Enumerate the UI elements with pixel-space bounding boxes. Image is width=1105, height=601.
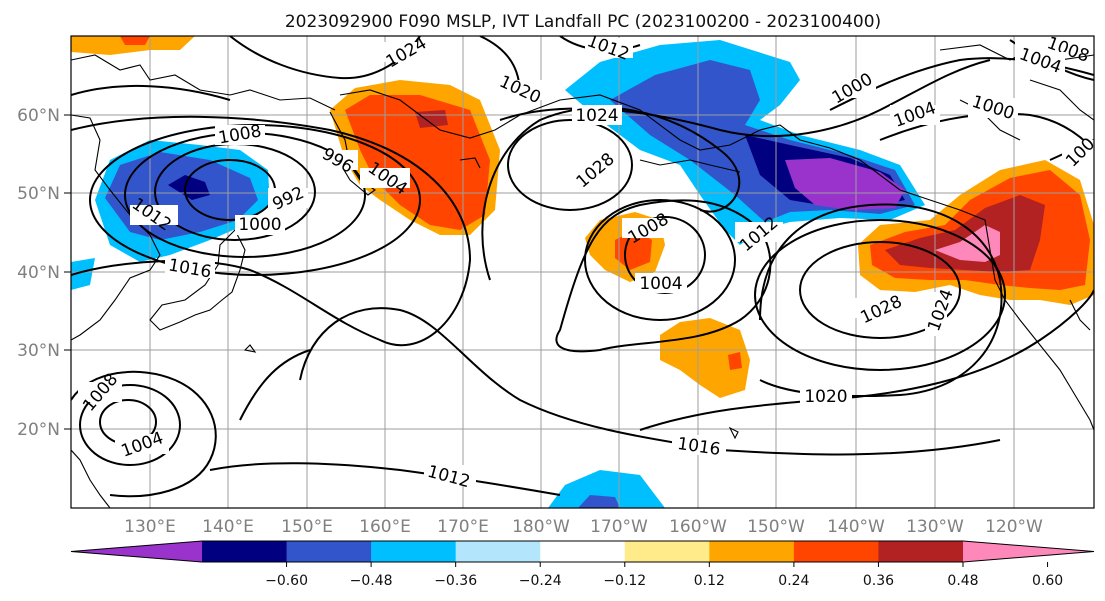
colorbar-tick-label: −0.60 <box>265 573 308 589</box>
pos-anomaly-westcoast-dark <box>885 195 1045 272</box>
contour-label: 1004 <box>635 273 687 294</box>
colorbar-tick-label: 0.12 <box>694 573 725 589</box>
colorbar-tick-label: −0.12 <box>603 573 646 589</box>
lon-label: 160°W <box>669 517 727 537</box>
map-title: 2023092900 F090 MSLP, IVT Landfall PC (2… <box>285 12 881 32</box>
colorbar-segment <box>371 541 457 562</box>
neg-anomaly-south-core <box>578 495 620 508</box>
colorbar-tick-label: −0.48 <box>350 573 393 589</box>
colorbar-tick-label: 0.36 <box>863 573 894 589</box>
map-panel: 1024 1012 1008 1004 1020 1024 1000 1000 … <box>71 36 1094 508</box>
colorbar-extend-high <box>963 541 1094 562</box>
pos-anomaly-bering-core <box>345 95 490 230</box>
lat-axis: 60°N 50°N 40°N 30°N 20°N <box>17 106 71 440</box>
colorbar-segment <box>455 541 541 562</box>
colorbar-tick-label: 0.48 <box>947 573 978 589</box>
colorbar-tick-label: −0.36 <box>434 573 477 589</box>
lat-label-20n: 20°N <box>17 420 60 440</box>
lat-label-60n: 60°N <box>17 106 60 126</box>
lon-label: 130°E <box>124 517 176 537</box>
contour-label: 992 <box>268 183 308 215</box>
colorbar-extend-low <box>71 541 202 562</box>
lon-label: 170°W <box>590 517 648 537</box>
lon-label: 130°W <box>906 517 964 537</box>
lon-label: 170°E <box>437 517 489 537</box>
lon-axis: 130°E 140°E 150°E 160°E 170°E 180°W 170°… <box>124 517 1043 537</box>
lon-label: 140°W <box>827 517 885 537</box>
contour-label: 1000 <box>235 215 285 235</box>
colorbar-tick-label: −0.24 <box>519 573 562 589</box>
colorbar-tick-label: 0.24 <box>778 573 809 589</box>
lon-label: 180°W <box>512 517 570 537</box>
lon-label: 160°E <box>359 517 411 537</box>
svg-text:1024: 1024 <box>575 106 618 126</box>
lon-label: 150°W <box>747 517 805 537</box>
lat-label-40n: 40°N <box>17 263 60 283</box>
neg-anomaly-west-inner <box>168 175 210 200</box>
neg-anomaly-edge-west <box>71 258 95 290</box>
contour-label: 1020 <box>800 386 852 407</box>
colorbar-segment <box>202 541 288 562</box>
colorbar-segment <box>624 541 710 562</box>
coastlines <box>71 44 1094 508</box>
colorbar-tick-label: 0.60 <box>1032 573 1063 589</box>
colorbar-segment <box>540 541 626 562</box>
svg-text:1004: 1004 <box>639 274 682 294</box>
pos-anomaly-top <box>71 36 195 55</box>
lon-label: 120°W <box>985 517 1043 537</box>
pos-anomaly-bering-inner <box>415 110 448 128</box>
colorbar-segment <box>878 541 964 562</box>
colorbar-segment <box>793 541 879 562</box>
contour-label: 1008 <box>215 121 265 149</box>
lat-label-30n: 30°N <box>17 341 60 361</box>
colorbar-segment <box>709 541 795 562</box>
colorbar: −0.60 −0.48 −0.36 −0.24 −0.12 0.12 0.24 0.36 0.4… <box>70 540 1095 589</box>
pos-anomaly-top-inner <box>120 36 150 45</box>
pos-anomaly-central-core <box>615 230 652 270</box>
colorbar-outline <box>70 540 1095 563</box>
svg-text:1020: 1020 <box>804 387 847 407</box>
contour-label: 1024 <box>572 105 622 126</box>
lat-label-50n: 50°N <box>17 184 60 204</box>
colorbar-segment <box>286 541 372 562</box>
lon-label: 150°E <box>281 517 333 537</box>
pos-anomaly-subtropic-core <box>728 352 742 370</box>
ivt-shading <box>71 36 1094 508</box>
lon-label: 140°E <box>202 517 254 537</box>
svg-text:1000: 1000 <box>238 215 281 235</box>
neg-anomaly-south <box>548 470 665 508</box>
